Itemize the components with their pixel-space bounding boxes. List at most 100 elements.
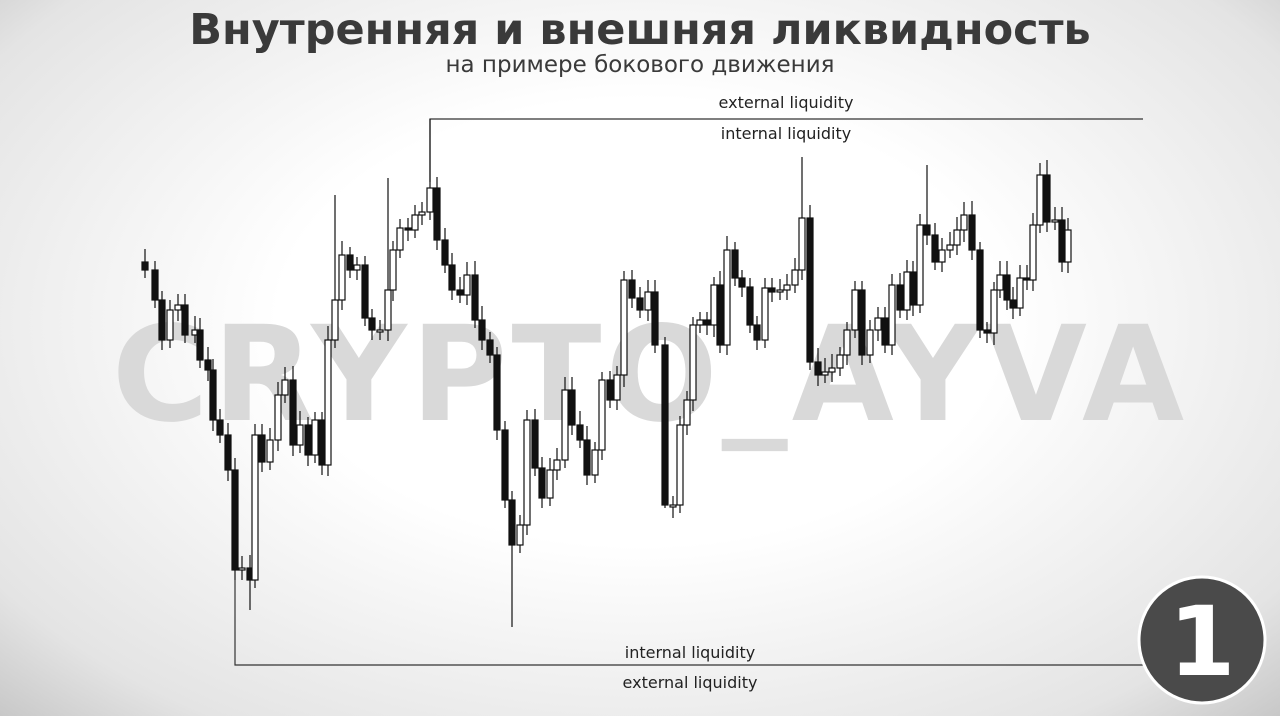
candle bbox=[661, 344, 669, 506]
candle bbox=[486, 339, 494, 356]
candle bbox=[903, 271, 911, 311]
candle bbox=[896, 284, 904, 311]
candle bbox=[613, 374, 621, 401]
candle bbox=[953, 229, 961, 246]
candles bbox=[141, 119, 1072, 627]
candle bbox=[866, 329, 874, 356]
candle bbox=[746, 286, 754, 326]
candle bbox=[703, 319, 711, 326]
badge-number: 1 bbox=[1169, 586, 1236, 698]
candle bbox=[433, 187, 441, 241]
candle bbox=[916, 224, 924, 306]
candle bbox=[710, 284, 718, 326]
candle bbox=[1043, 174, 1051, 223]
candle bbox=[471, 274, 479, 321]
candle bbox=[289, 379, 297, 446]
candle bbox=[946, 244, 954, 251]
candle bbox=[753, 324, 761, 341]
candle bbox=[968, 214, 976, 251]
candle bbox=[669, 504, 677, 508]
subtitle: на примере бокового движения bbox=[445, 52, 834, 78]
candle bbox=[304, 424, 312, 456]
candle bbox=[538, 467, 546, 499]
candle bbox=[696, 319, 704, 326]
candle bbox=[874, 317, 882, 331]
candle bbox=[318, 419, 326, 466]
candle bbox=[888, 284, 896, 346]
candle bbox=[166, 309, 174, 341]
bottom-line bbox=[234, 580, 1143, 666]
candle bbox=[576, 424, 584, 441]
candle bbox=[274, 394, 282, 441]
candle bbox=[843, 329, 851, 356]
candle bbox=[456, 289, 464, 296]
candle bbox=[791, 269, 799, 286]
candle bbox=[174, 304, 182, 311]
candle bbox=[1023, 277, 1031, 281]
candle bbox=[814, 361, 822, 376]
candle bbox=[251, 434, 259, 581]
candle bbox=[836, 354, 844, 369]
candle bbox=[531, 419, 539, 469]
candle bbox=[508, 499, 516, 546]
candle bbox=[909, 271, 917, 306]
candle bbox=[1064, 229, 1072, 263]
candle bbox=[960, 214, 968, 231]
candle bbox=[266, 439, 274, 463]
candle bbox=[181, 304, 189, 336]
candle bbox=[768, 287, 776, 293]
candle bbox=[689, 324, 697, 401]
candle bbox=[716, 284, 724, 346]
candle bbox=[324, 339, 332, 466]
candle bbox=[644, 291, 652, 311]
candle bbox=[209, 369, 217, 421]
label: internal liquidity bbox=[721, 124, 851, 143]
candle bbox=[561, 389, 569, 461]
candle bbox=[418, 211, 426, 216]
candle bbox=[651, 291, 659, 346]
candle bbox=[620, 279, 628, 376]
candle bbox=[478, 319, 486, 341]
candle bbox=[553, 459, 561, 471]
candle bbox=[204, 359, 212, 371]
candle bbox=[806, 217, 814, 363]
candle bbox=[224, 434, 232, 471]
candle bbox=[238, 567, 246, 571]
candle bbox=[346, 254, 354, 271]
candle bbox=[404, 227, 412, 231]
label: external liquidity bbox=[719, 93, 854, 112]
label: external liquidity bbox=[623, 673, 758, 692]
candle bbox=[1003, 274, 1011, 301]
candle bbox=[983, 329, 991, 334]
candle bbox=[568, 389, 576, 426]
candle bbox=[216, 419, 224, 436]
candle bbox=[598, 379, 606, 451]
candle bbox=[281, 379, 289, 396]
candle bbox=[546, 469, 554, 499]
candle bbox=[990, 289, 998, 334]
candle bbox=[1058, 219, 1066, 263]
candle bbox=[376, 329, 384, 333]
candle bbox=[331, 299, 339, 341]
badge bbox=[1137, 575, 1267, 705]
candle bbox=[501, 429, 509, 501]
candle bbox=[583, 439, 591, 476]
candle bbox=[683, 399, 691, 426]
candle bbox=[821, 371, 829, 376]
candle bbox=[881, 317, 889, 346]
candle bbox=[1029, 224, 1037, 281]
candle bbox=[828, 367, 836, 373]
candle bbox=[196, 329, 204, 361]
candle bbox=[338, 254, 346, 301]
candle bbox=[996, 274, 1004, 291]
candle bbox=[761, 287, 769, 341]
candle bbox=[931, 234, 939, 263]
candle bbox=[628, 279, 636, 299]
candle bbox=[636, 297, 644, 311]
candle bbox=[158, 299, 166, 341]
label: internal liquidity bbox=[625, 643, 755, 662]
candle bbox=[353, 264, 361, 271]
candle bbox=[976, 249, 984, 331]
candle bbox=[389, 249, 397, 291]
